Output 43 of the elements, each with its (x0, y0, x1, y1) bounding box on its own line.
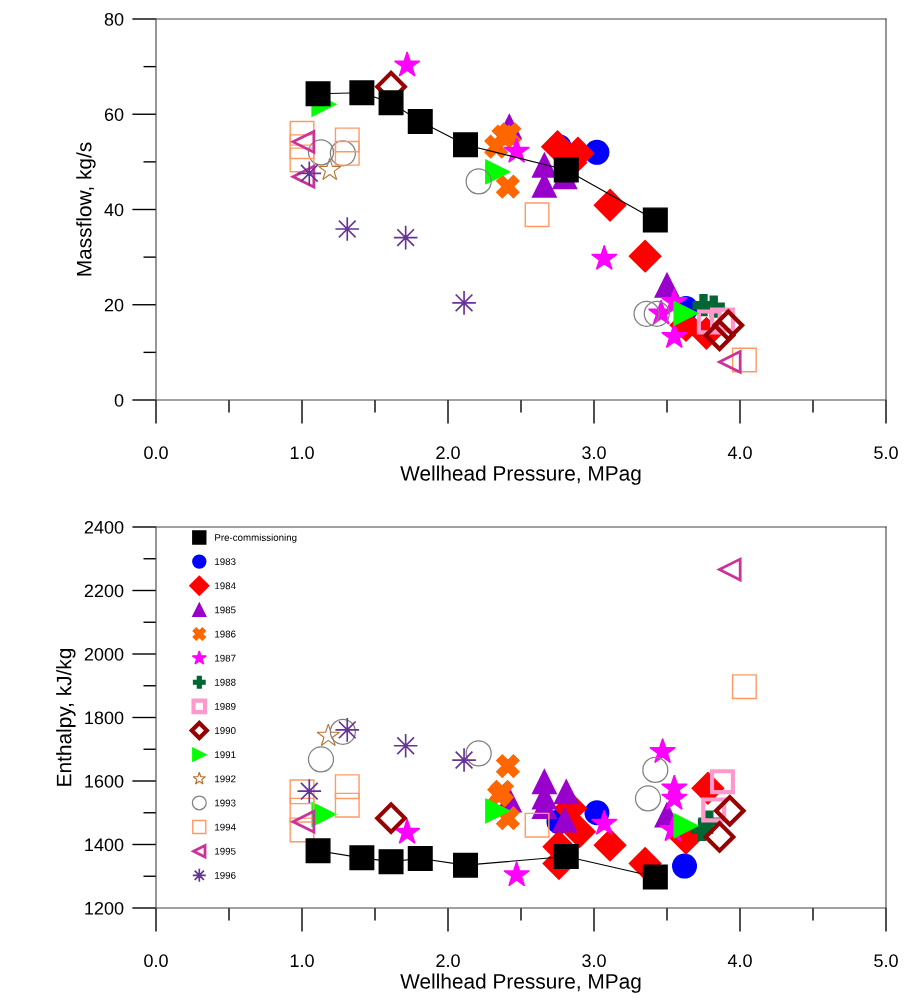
y-tick-label: 0 (114, 393, 124, 407)
x-tick-label: 2.0 (436, 446, 460, 460)
legend-label: Pre-commissioning (215, 533, 297, 543)
x-tick-label: 4.0 (727, 446, 752, 460)
x-axis-title: Wellhead Pressure, MPag (400, 973, 641, 993)
y-tick-label: 1800 (85, 711, 124, 725)
legend-label: 1986 (215, 630, 236, 638)
y-tick-label: 60 (104, 108, 124, 121)
legend-label: 1994 (215, 823, 236, 831)
legend-label: 1996 (215, 871, 236, 879)
y-tick-label: 1600 (85, 774, 124, 788)
y-tick-label: 2000 (84, 647, 124, 661)
x-tick-label: 5.0 (874, 446, 898, 460)
legend-label: 1992 (215, 775, 236, 783)
y-axis-title: Massflow, kg/s (76, 142, 96, 276)
legend-label: 1988 (215, 678, 236, 686)
x-tick-label: 0.0 (144, 954, 168, 968)
legend-label: 1993 (215, 799, 236, 807)
y-tick-label: 1200 (85, 901, 124, 915)
y-tick-label: 1400 (85, 838, 124, 852)
y-axis-title: Enthalpy, kJ/kg (56, 648, 76, 786)
x-tick-label: 1.0 (290, 954, 314, 968)
y-tick-label: 2200 (84, 584, 124, 598)
legend-label: 1987 (215, 654, 236, 662)
legend-label: 1985 (215, 606, 236, 614)
legend-label: 1995 (215, 847, 236, 855)
x-tick-label: 5.0 (874, 954, 898, 968)
y-tick-label: 2400 (84, 520, 124, 534)
y-tick-label: 80 (104, 12, 124, 26)
x-tick-label: 1.0 (290, 446, 314, 460)
x-tick-label: 3.0 (582, 954, 606, 968)
legend-label: 1990 (215, 727, 236, 735)
x-axis-title: Wellhead Pressure, MPag (400, 465, 641, 485)
legend-label: 1984 (215, 582, 236, 590)
y-tick-label: 40 (104, 203, 124, 217)
legend-label: 1991 (215, 751, 236, 759)
x-tick-label: 4.0 (727, 954, 752, 968)
y-tick-label: 20 (104, 298, 124, 312)
legend-label: 1983 (215, 558, 236, 566)
x-tick-label: 2.0 (436, 954, 460, 968)
legend-label: 1989 (215, 702, 236, 710)
x-tick-label: 0.0 (144, 446, 168, 460)
x-tick-label: 3.0 (582, 446, 606, 460)
